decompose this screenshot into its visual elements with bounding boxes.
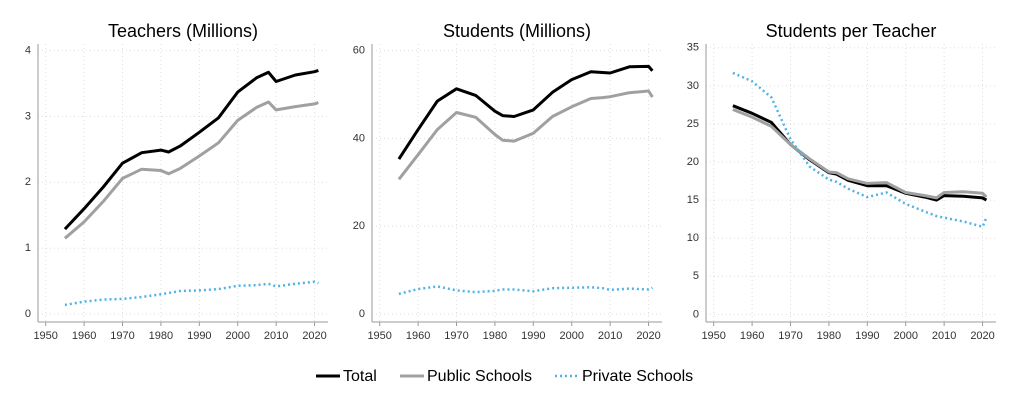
chart-title: Teachers (Millions) [108, 21, 258, 41]
legend-label: Private Schools [582, 368, 693, 385]
line-series [63, 100, 319, 240]
line-series [398, 285, 653, 296]
chart-title: Students (Millions) [443, 21, 591, 41]
y-tick-label: 5 [693, 270, 699, 282]
x-tick-label: 2010 [264, 330, 288, 342]
line-series [397, 64, 654, 160]
x-tick-label: 1990 [521, 330, 545, 342]
legend-label: Public Schools [427, 368, 532, 385]
x-tick-label: 1980 [149, 330, 173, 342]
line-series [397, 89, 654, 181]
y-tick-label: 25 [687, 118, 699, 130]
x-tick-label: 1990 [855, 330, 879, 342]
x-tick-label: 1970 [778, 330, 802, 342]
y-tick-label: 1 [25, 242, 31, 254]
x-tick-label: 1960 [740, 330, 764, 342]
y-tick-label: 20 [353, 220, 365, 232]
x-tick-label: 2020 [636, 330, 660, 342]
y-tick-label: 60 [353, 44, 365, 56]
y-tick-label: 4 [25, 44, 31, 56]
y-tick-label: 35 [687, 42, 699, 54]
x-tick-label: 2020 [302, 330, 326, 342]
x-tick-label: 1950 [367, 330, 391, 342]
y-tick-label: 0 [25, 308, 31, 320]
y-tick-label: 30 [687, 80, 699, 92]
x-tick-label: 2000 [893, 330, 917, 342]
legend-label: Total [343, 368, 377, 385]
y-tick-label: 0 [693, 308, 699, 320]
line-series [64, 280, 319, 307]
y-tick-label: 3 [25, 110, 31, 122]
x-tick-label: 1980 [483, 330, 507, 342]
x-tick-label: 1950 [701, 330, 725, 342]
line-series [732, 104, 988, 202]
x-tick-label: 2000 [559, 330, 583, 342]
x-tick-label: 2000 [225, 330, 249, 342]
y-tick-label: 2 [25, 176, 31, 188]
x-tick-label: 1990 [187, 330, 211, 342]
y-tick-label: 40 [353, 132, 365, 144]
line-series [63, 68, 319, 231]
y-tick-label: 20 [687, 156, 699, 168]
x-tick-label: 1970 [110, 330, 134, 342]
x-tick-label: 1970 [444, 330, 468, 342]
x-tick-label: 1960 [406, 330, 430, 342]
x-tick-label: 1960 [72, 330, 96, 342]
x-tick-label: 2010 [932, 330, 956, 342]
line-series [732, 108, 988, 200]
y-tick-label: 15 [687, 194, 699, 206]
x-tick-label: 2020 [970, 330, 994, 342]
x-tick-label: 1980 [817, 330, 841, 342]
y-tick-label: 10 [687, 232, 699, 244]
chart-title: Students per Teacher [766, 21, 937, 41]
x-tick-label: 1950 [33, 330, 57, 342]
x-tick-label: 2010 [598, 330, 622, 342]
line-series [732, 71, 988, 229]
y-tick-label: 0 [359, 308, 365, 320]
